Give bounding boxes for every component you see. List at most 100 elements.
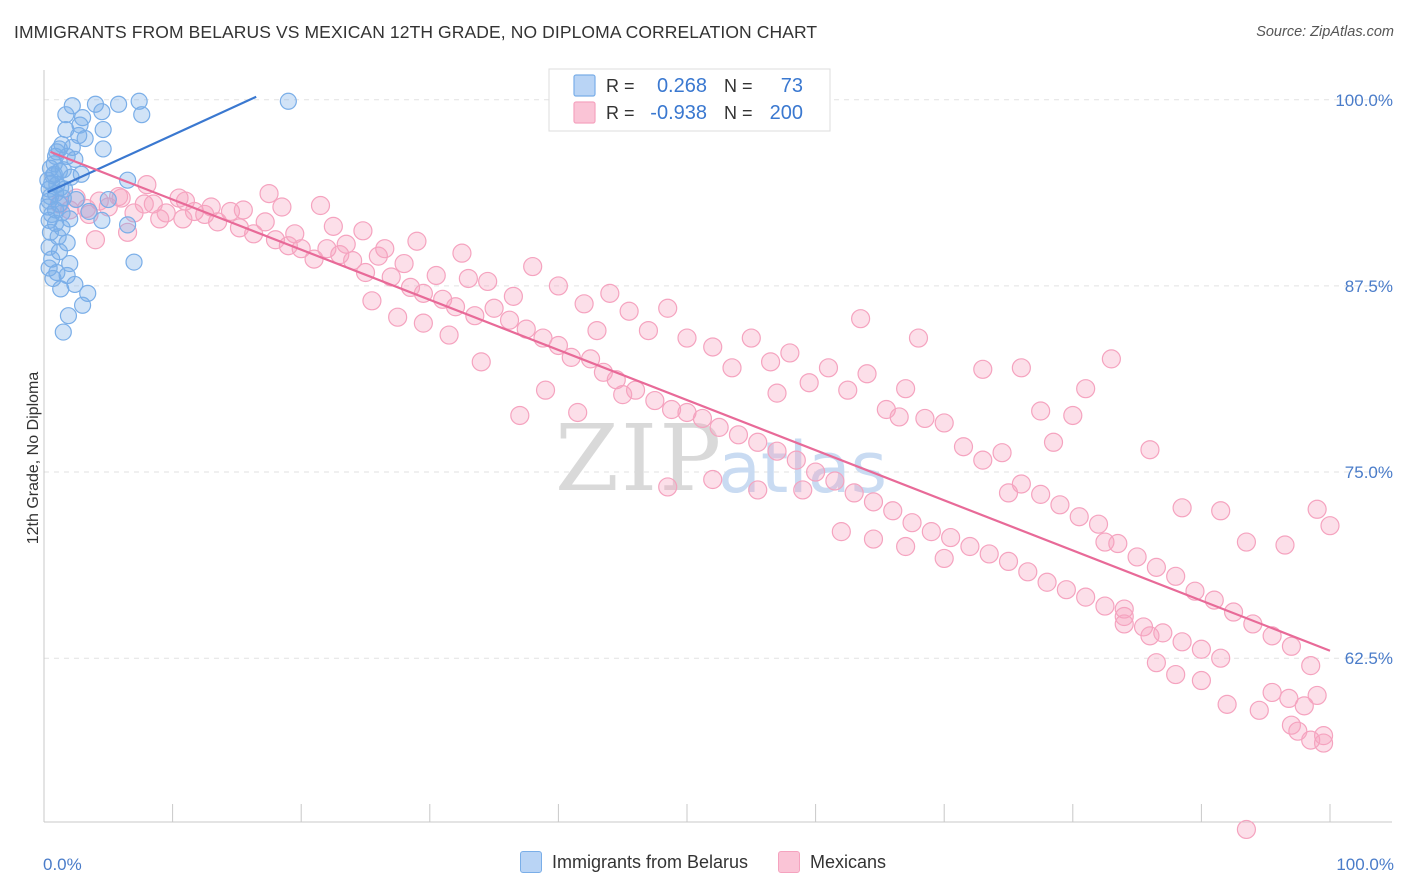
scatter-point <box>1172 498 1192 518</box>
legend-bottom: Immigrants from Belarus Mexicans <box>0 851 1406 873</box>
scatter-point <box>130 92 148 110</box>
scatter-point <box>426 265 446 286</box>
scatter-point <box>255 212 275 232</box>
scatter-point <box>805 462 826 482</box>
scatter-point <box>760 352 781 372</box>
legend-label-mexicans: Mexicans <box>810 851 887 872</box>
scatter-point <box>600 283 620 303</box>
scatter-point <box>150 209 170 229</box>
scatter-point <box>1037 572 1057 592</box>
scatter-point <box>1313 726 1334 746</box>
scatter-point <box>992 443 1012 463</box>
scatter-point <box>799 373 819 393</box>
legend-bottom-swatch-belarus <box>519 851 542 873</box>
scatter-point <box>1095 532 1115 552</box>
scatter-point <box>1088 514 1109 534</box>
y-tick-label: 100.0% <box>1335 91 1393 110</box>
scatter-point <box>93 103 111 121</box>
legend-n-value-1: 73 <box>781 75 803 97</box>
scatter-point <box>413 313 433 333</box>
scatter-point <box>388 307 408 327</box>
scatter-point <box>1236 532 1257 552</box>
legend-n-value-2: 200 <box>770 102 803 124</box>
scatter-point <box>310 195 331 216</box>
scatter-point <box>1320 516 1340 536</box>
scatter-point <box>934 548 954 569</box>
scatter-point <box>510 405 530 426</box>
scatter-point <box>1140 440 1160 460</box>
y-tick-label: 75.0% <box>1345 463 1393 482</box>
scatter-point <box>831 522 851 542</box>
scatter-point <box>109 95 128 113</box>
scatter-point <box>1076 587 1096 607</box>
scatter-point <box>1146 557 1166 577</box>
scatter-point <box>838 380 858 400</box>
scatter-point <box>1281 715 1302 735</box>
legend-swatch-mexicans <box>573 101 596 124</box>
legend-item-mexicans: Mexicans <box>778 851 886 873</box>
scatter-point <box>1043 432 1064 452</box>
scatter-point <box>1127 547 1147 567</box>
scatter-point <box>574 294 594 314</box>
scatter-point <box>1076 379 1096 399</box>
scatter-point <box>503 286 523 306</box>
scatter-point <box>709 417 729 437</box>
scatter-point <box>1056 580 1076 600</box>
scatter-point <box>1011 358 1031 378</box>
scatter-point <box>767 441 787 461</box>
scatter-point <box>818 358 839 378</box>
scatter-point <box>728 425 749 445</box>
scatter-point <box>79 284 97 302</box>
scatter-point <box>998 551 1019 572</box>
scatter-point <box>40 192 58 210</box>
scatter-point <box>902 513 922 533</box>
scatter-point <box>1281 636 1302 656</box>
y-tick-label: 87.5% <box>1345 277 1393 296</box>
y-axis-label: 12th Grade, No Diploma <box>25 372 42 545</box>
scatter-point <box>452 243 472 263</box>
scatter-point <box>323 216 343 236</box>
scatter-point <box>889 407 909 427</box>
scatter-point <box>1114 606 1134 627</box>
legend-swatch-belarus <box>573 74 596 97</box>
scatter-point <box>201 197 221 217</box>
scatter-point <box>134 194 154 214</box>
scatter-point <box>1249 700 1269 720</box>
scatter-point <box>960 536 980 557</box>
scatter-point <box>52 280 70 298</box>
scatter-point <box>1095 596 1115 616</box>
scatter-point <box>1063 405 1083 426</box>
scatter-point <box>1307 685 1327 706</box>
scatter-point <box>523 256 543 277</box>
scatter-point <box>94 120 112 139</box>
legend-r-value-1: 0.268 <box>657 75 707 97</box>
scatter-point <box>118 216 137 234</box>
scatter-point <box>362 291 382 311</box>
trendlines <box>47 95 1331 652</box>
legend-r-label-2: R = <box>606 103 635 123</box>
scatter-point <box>998 483 1019 503</box>
scatter-point <box>54 323 72 341</box>
scatter-point <box>677 328 697 348</box>
legend-top-box <box>548 68 831 132</box>
scatter-point <box>786 450 806 470</box>
scatter-point <box>703 337 723 357</box>
scatter-point <box>1101 349 1121 369</box>
scatter-point <box>233 200 253 220</box>
scatter-point <box>748 480 768 500</box>
series-belarus <box>39 92 297 341</box>
scatter-point <box>1236 819 1257 840</box>
scatter-point <box>979 544 999 564</box>
scatter-point <box>857 364 877 384</box>
y-tick-label: 62.5% <box>1345 649 1393 668</box>
scatter-point <box>844 483 864 503</box>
scatter-point <box>645 390 665 411</box>
scatter-point <box>1166 664 1186 685</box>
scatter-point <box>908 328 929 348</box>
scatter-point <box>1301 656 1321 676</box>
scatter-point <box>1018 562 1038 582</box>
scatter-point <box>741 328 761 348</box>
scatter-point <box>44 167 62 185</box>
scatter-point <box>67 190 85 209</box>
